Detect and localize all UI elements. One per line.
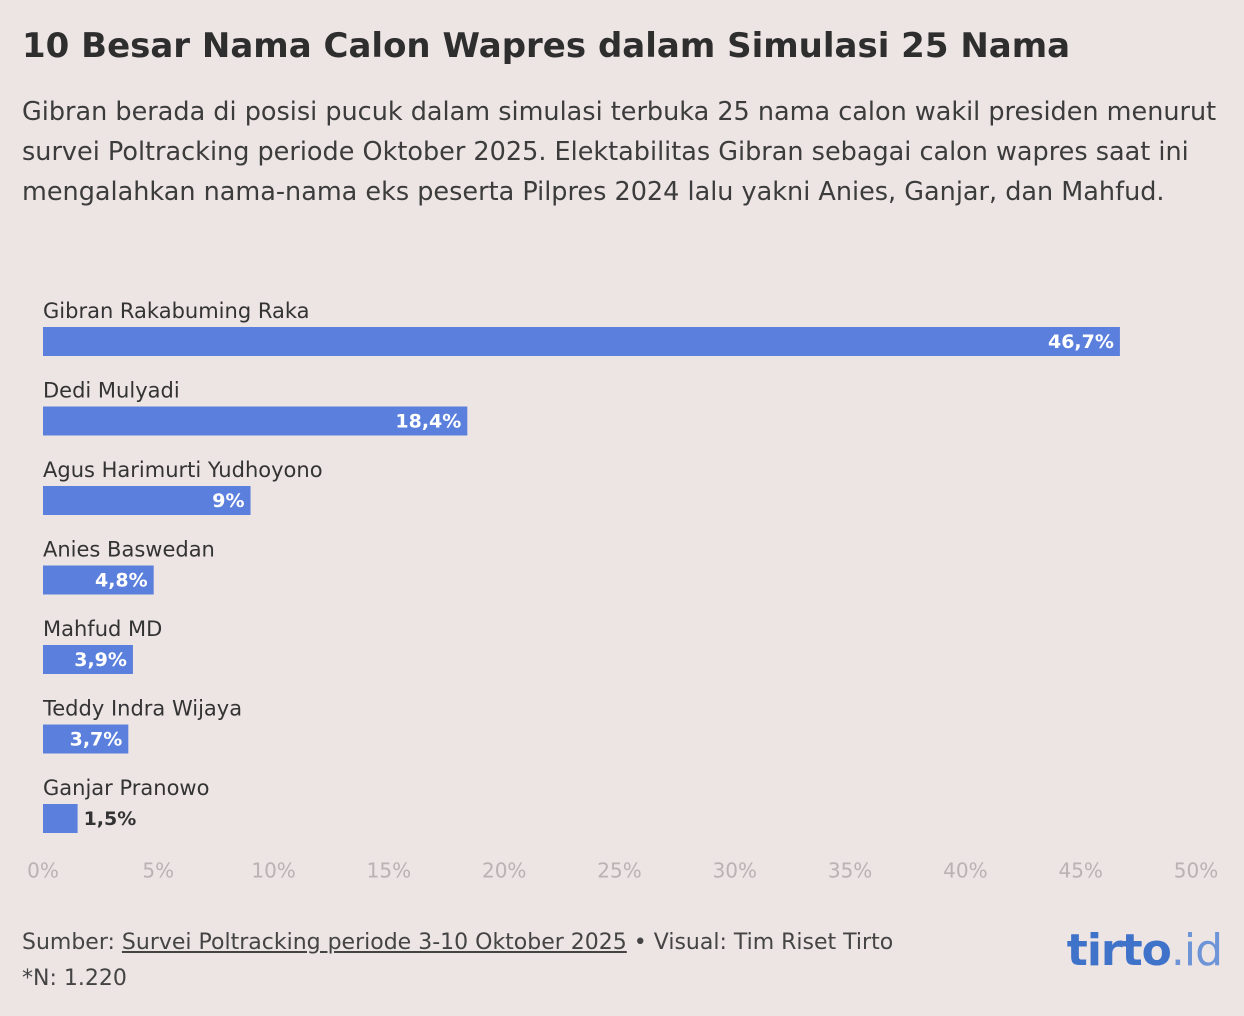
category-label: Mahfud MD [43,617,162,641]
x-tick-label: 5% [142,859,174,883]
x-tick-label: 10% [251,859,295,883]
value-label: 3,9% [74,649,127,671]
x-tick-label: 0% [27,859,59,883]
chart-subtitle: Gibran berada di posisi pucuk dalam simu… [22,97,1217,207]
category-label: Anies Baswedan [43,538,215,562]
category-label: Dedi Mulyadi [43,379,180,403]
category-label: Ganjar Pranowo [43,776,209,800]
value-label: 1,5% [84,808,137,830]
logo: tirto.id [1066,925,1223,976]
x-tick-label: 30% [713,859,757,883]
x-tick-label: 45% [1058,859,1102,883]
footer: Sumber: Survei Poltracking periode 3-10 … [22,925,893,997]
value-label: 18,4% [395,411,461,433]
category-label: Teddy Indra Wijaya [42,697,242,721]
x-tick-label: 20% [482,859,526,883]
bar [43,406,468,436]
value-label: 9% [212,490,244,512]
category-label: Agus Harimurti Yudhoyono [43,458,323,482]
value-label: 3,7% [70,729,123,751]
value-label: 4,8% [95,570,148,592]
x-tick-label: 15% [367,859,411,883]
x-tick-label: 35% [828,859,872,883]
bar [43,804,78,833]
credit: • Visual: Tim Riset Tirto [633,930,894,955]
bar [43,486,251,515]
x-tick-label: 40% [943,859,987,883]
source-line: Sumber: Survei Poltracking periode 3-10 … [22,925,893,961]
x-tick-label: 50% [1174,859,1218,883]
logo-main: tirto [1066,925,1172,976]
source-link[interactable]: Survei Poltracking periode 3-10 Oktober … [121,930,627,955]
source-prefix: Sumber: [22,930,115,955]
bar [43,565,154,595]
logo-suffix: .id [1170,925,1223,976]
bar [43,327,1120,356]
note: *N: 1.220 [22,966,127,991]
value-label: 46,7% [1048,331,1114,353]
bar [43,645,133,674]
x-tick-label: 25% [597,859,641,883]
bar [43,724,129,754]
chart-title: 10 Besar Nama Calon Wapres dalam Simulas… [22,26,1071,66]
category-label: Gibran Rakabuming Raka [43,299,310,323]
